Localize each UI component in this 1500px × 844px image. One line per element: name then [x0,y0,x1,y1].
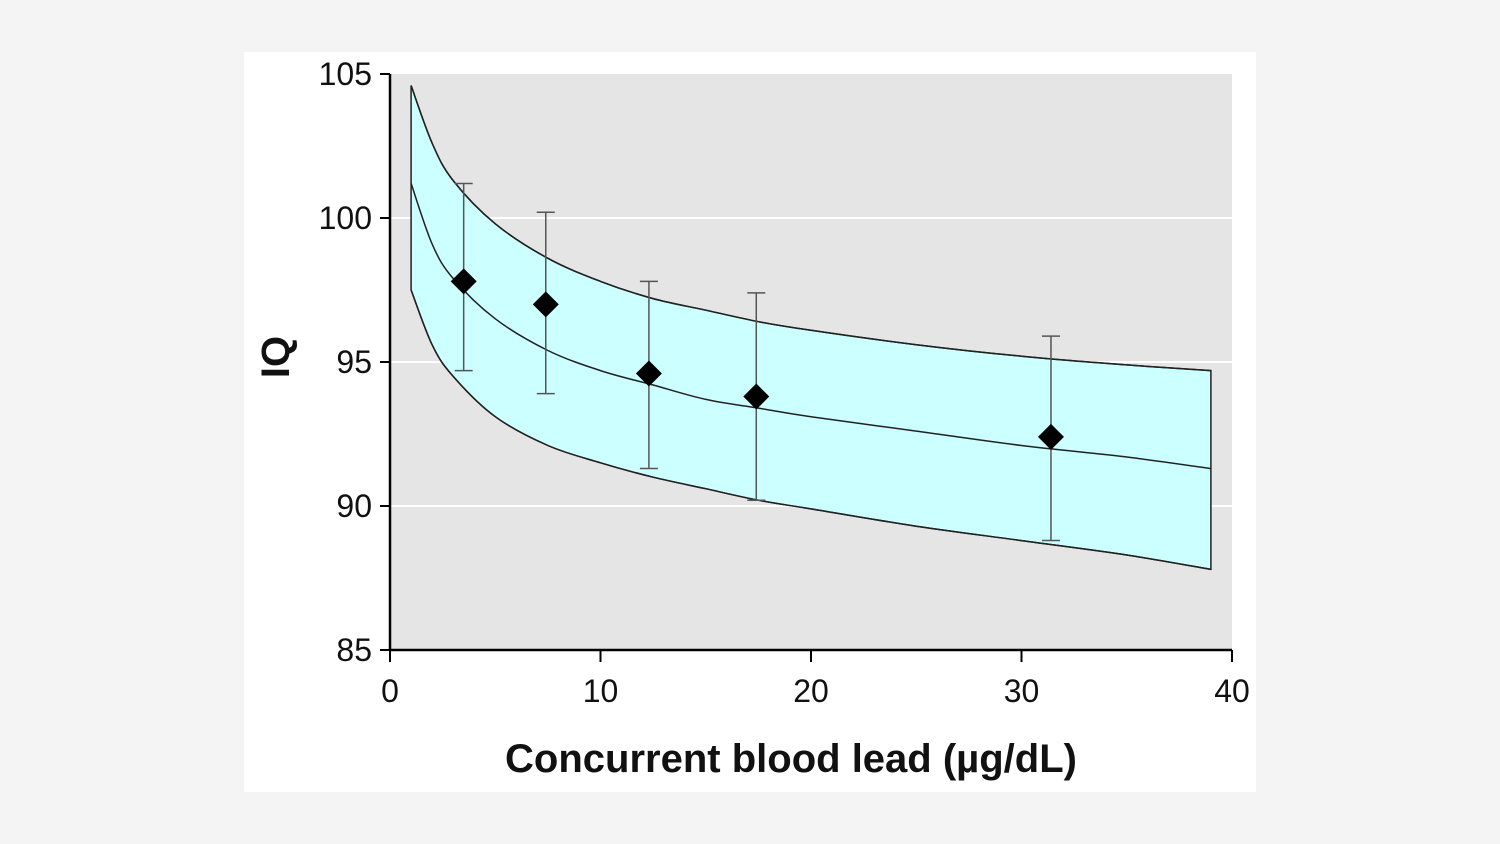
lower-bound-line [410,289,1212,571]
y-tick-label-105: 105 [319,56,372,92]
y-axis-label: IQ [254,336,298,378]
chart-svg: 0 10 20 30 40 85 90 95 100 105 Concurrent blood … [254,56,1250,781]
chart-figure: 0 10 20 30 40 85 90 95 100 105 Concurrent blood … [244,52,1256,792]
x-ticks: 0 10 20 30 40 [381,650,1250,709]
y-tick-label-95: 95 [336,344,372,380]
x-tick-label-40: 40 [1214,673,1250,709]
x-tick-label-30: 30 [1004,673,1040,709]
x-axis-label: Concurrent blood lead (µg/dL) [505,737,1077,781]
x-tick-label-20: 20 [793,673,829,709]
data-points [450,268,1064,450]
data-point-5 [1037,423,1064,450]
x-tick-label-10: 10 [583,673,619,709]
y-tick-label-85: 85 [336,632,372,668]
data-point-3 [635,360,662,387]
data-point-1 [450,268,477,295]
y-tick-label-90: 90 [336,488,372,524]
data-point-2 [532,291,559,318]
x-tick-label-0: 0 [381,673,399,709]
data-point-4 [743,383,770,410]
y-ticks: 85 90 95 100 105 [319,56,390,668]
y-tick-label-100: 100 [319,200,372,236]
upper-bound-line [410,85,1211,372]
